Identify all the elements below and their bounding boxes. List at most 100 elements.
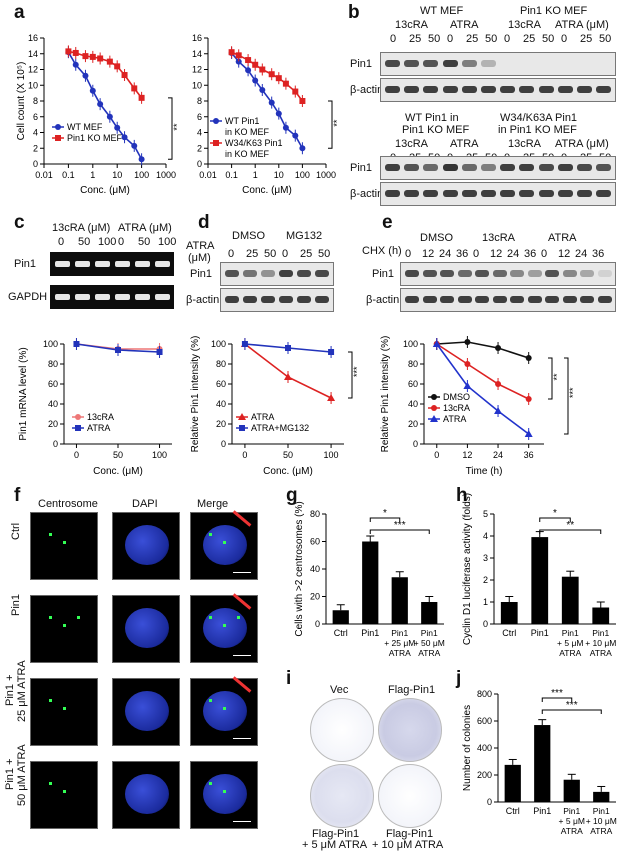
data-point (432, 340, 441, 347)
b-group-mut-pin1-2: in Pin1 KO MEF (498, 124, 577, 136)
legend-marker (75, 425, 81, 431)
data-point (89, 53, 96, 60)
y-tick-label: 400 (477, 743, 492, 753)
y-tick-label: 8 (33, 96, 38, 106)
centrosome-dot (223, 624, 226, 627)
blot-band (596, 190, 612, 197)
x-tick-label: 12 (462, 450, 472, 460)
data-point (245, 57, 252, 64)
d-blot-pin1 (220, 262, 334, 286)
y-tick-label: 800 (477, 689, 492, 699)
panel-label-g: g (286, 485, 298, 506)
bar (592, 607, 610, 624)
x-tick-label: 50 (283, 450, 293, 460)
y-tick-label: 0 (221, 439, 226, 449)
blot-band (558, 60, 573, 67)
centrosome-dot (63, 541, 66, 544)
gel-band (135, 294, 150, 300)
data-point (241, 341, 248, 347)
y-tick-label: 6 (197, 112, 202, 122)
category-label: Pin1 (563, 806, 580, 816)
data-point (327, 394, 336, 401)
f-col-centrosome: Centrosome (38, 498, 98, 510)
panel-label-d: d (198, 212, 210, 233)
micrograph (190, 676, 258, 746)
data-point (235, 52, 242, 59)
y-tick-label: 16 (28, 33, 38, 43)
blot-band (577, 86, 592, 93)
centrosome-dot (49, 782, 52, 785)
category-label: + 5 μM (557, 638, 583, 648)
category-label: ATRA (559, 648, 581, 658)
bar (500, 602, 518, 624)
lane-label: 50 (318, 248, 331, 260)
blot-band (596, 164, 612, 171)
series-line (230, 52, 304, 149)
d-blot-actin (220, 288, 334, 312)
lane-label: 25 (580, 33, 593, 45)
y-tick-label: 2 (483, 575, 488, 585)
series-line (231, 51, 304, 102)
blot-band (597, 296, 612, 303)
bar (534, 725, 551, 802)
i-dish-flag-pin1 (378, 698, 442, 762)
bar (593, 791, 610, 802)
y-tick-label: 60 (408, 379, 418, 389)
blot-band (423, 190, 439, 197)
y-tick-label: 60 (216, 379, 226, 389)
series-line (68, 50, 143, 99)
blot-band (404, 190, 420, 197)
x-tick-label: 1000 (156, 170, 176, 180)
lane-label: 36 (592, 248, 605, 260)
data-point (72, 49, 79, 56)
blot-band (385, 190, 400, 197)
panel-label-i: i (286, 668, 292, 689)
data-point (292, 132, 299, 139)
centrosome-dot (209, 616, 212, 619)
blot-band (510, 270, 524, 277)
category-label: Pin1 (593, 806, 610, 816)
centrosome-dot (49, 533, 52, 536)
legend-label: WT MEF (67, 122, 103, 132)
category-label: + 10 μM (586, 816, 617, 826)
centrosome-dot (209, 782, 212, 785)
series-line (436, 341, 529, 359)
lane-label: 0 (405, 248, 412, 260)
legend-label: Pin1 KO MEF (67, 133, 123, 143)
category-label: + 5 μM (559, 816, 585, 826)
sig-label: * (553, 508, 557, 519)
data-point (268, 99, 275, 106)
data-point (285, 345, 291, 351)
legend-label: 13cRA (87, 412, 114, 422)
blot-band (225, 296, 239, 303)
f-col-dapi: DAPI (132, 498, 158, 510)
chart-e: 0 20 40 60 80 100 0 12 24 36 Relative Pin1 intensi… (380, 336, 578, 477)
blot-band (562, 296, 577, 303)
arrow-mark (232, 676, 252, 693)
x-tick-label: 24 (493, 450, 503, 460)
c-treat-13cra: 13cRA (μM) (52, 222, 111, 234)
y-tick-label: 80 (310, 509, 320, 519)
sig-bracket (328, 100, 333, 149)
y-tick-label: 20 (310, 592, 320, 602)
data-point (97, 101, 104, 108)
data-point (299, 98, 306, 104)
b-group-mut-pin1: W34/K63A Pin1 (500, 112, 578, 124)
y-tick-label: 20 (48, 419, 58, 429)
centrosome-dot (63, 707, 66, 710)
legend-marker (431, 405, 437, 411)
lane-label: 50 (542, 33, 555, 45)
b-treat-4: ATRA (μM) (555, 19, 609, 31)
category-label: Pin1 (391, 628, 408, 638)
blot-band (557, 86, 573, 93)
lane-label: 25 (246, 248, 259, 260)
blot-band (461, 190, 477, 197)
centrosome-dot (77, 616, 80, 619)
micrograph (112, 512, 180, 580)
data-point (525, 355, 532, 361)
sig-label: *** (566, 700, 578, 711)
lane-label: 50 (485, 33, 498, 45)
centrosome-dot (49, 699, 52, 702)
i-dish-flag-pin1-5atra (310, 764, 374, 828)
